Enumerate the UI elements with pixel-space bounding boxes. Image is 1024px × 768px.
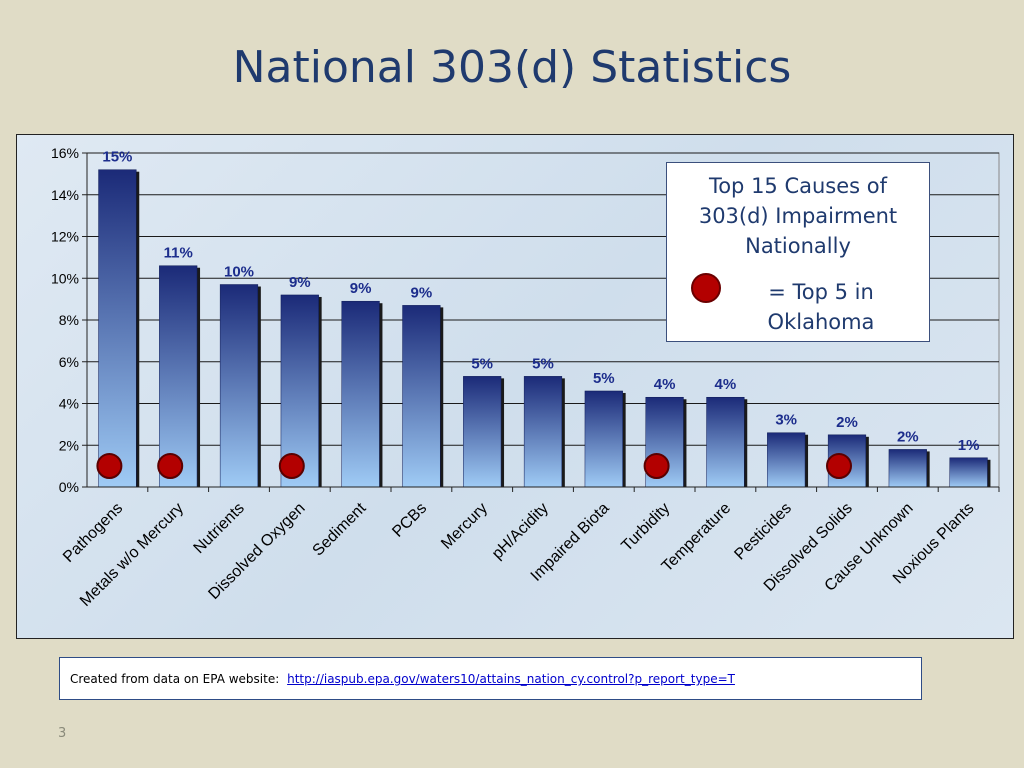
y-tick-label: 16% — [51, 145, 79, 161]
y-tick-label: 6% — [59, 354, 79, 370]
category-label: Pathogens — [60, 500, 126, 566]
data-label: 2% — [836, 414, 858, 431]
oklahoma-marker — [826, 453, 852, 479]
oklahoma-marker — [278, 453, 305, 479]
legend-title-line: Nationally — [745, 234, 851, 258]
source-citation: Created from data on EPA website: http:/… — [59, 657, 922, 700]
data-label: 2% — [897, 428, 919, 445]
legend-title-line: 303(d) Impairment — [698, 204, 898, 228]
source-link[interactable]: http://iaspub.epa.gov/waters10/attains_n… — [287, 672, 735, 686]
category-label: Mercury — [438, 500, 491, 553]
y-tick-label: 10% — [51, 270, 79, 286]
data-label: 5% — [593, 370, 615, 387]
data-label: 4% — [654, 376, 676, 393]
y-tick-label: 4% — [59, 396, 79, 412]
category-label: pH/Acidity — [489, 500, 552, 563]
source-prefix: Created from data on EPA website: — [70, 672, 280, 686]
category-label: Pesticides — [731, 500, 795, 564]
data-label: 11% — [164, 245, 193, 262]
bar — [767, 432, 806, 488]
y-tick-label: 8% — [59, 312, 79, 328]
y-tick-label: 0% — [59, 479, 79, 495]
slide-title: National 303(d) Statistics — [232, 42, 792, 93]
data-label: 5% — [532, 355, 554, 372]
bar — [888, 449, 927, 488]
category-label: Sediment — [310, 499, 370, 559]
data-label: 9% — [411, 284, 433, 301]
bar — [949, 457, 988, 488]
y-tick-label: 2% — [59, 437, 79, 453]
oklahoma-marker — [96, 453, 123, 479]
y-tick-label: 14% — [51, 187, 79, 203]
data-label: 9% — [350, 280, 372, 297]
legend-marker-description: = Top 5 in Oklahoma — [721, 277, 921, 337]
category-label: Metals w/o Mercury — [77, 500, 187, 610]
bar — [159, 265, 198, 488]
legend-marker-line: = Top 5 in — [768, 280, 874, 304]
legend-marker-line: Oklahoma — [767, 310, 875, 334]
chart-legend-box: Top 15 Causes of 303(d) Impairment Natio… — [666, 162, 930, 342]
page-number: 3 — [58, 726, 67, 741]
category-label: Nutrients — [191, 500, 248, 557]
data-label: 5% — [471, 355, 493, 372]
oklahoma-marker — [643, 453, 670, 479]
data-label: 15% — [102, 149, 132, 166]
bar — [402, 305, 441, 488]
legend-title: Top 15 Causes of 303(d) Impairment Natio… — [667, 171, 929, 261]
oklahoma-marker-icon — [691, 273, 721, 303]
data-label: 10% — [224, 264, 254, 281]
data-label: 4% — [715, 376, 737, 393]
category-label: PCBs — [389, 500, 430, 541]
category-label: Turbidity — [618, 500, 673, 555]
bar — [706, 396, 745, 488]
bar — [463, 376, 502, 488]
bar — [584, 390, 623, 488]
bar — [219, 284, 259, 488]
y-tick-label: 12% — [51, 229, 79, 245]
bar — [523, 376, 563, 488]
data-label: 9% — [289, 274, 311, 291]
data-label: 3% — [775, 412, 797, 429]
oklahoma-marker — [157, 453, 184, 479]
bar — [341, 300, 380, 488]
data-label: 1% — [958, 437, 980, 454]
bar — [98, 169, 137, 488]
legend-title-line: Top 15 Causes of — [708, 174, 888, 198]
